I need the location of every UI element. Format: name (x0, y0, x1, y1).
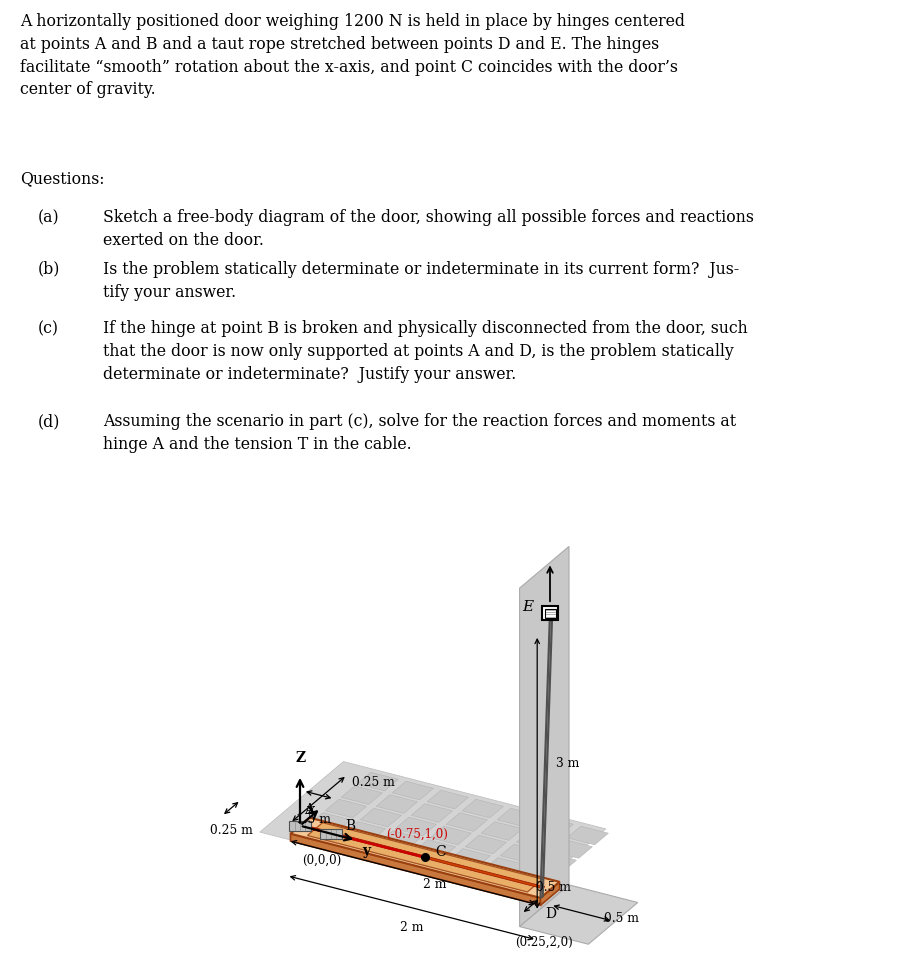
Polygon shape (329, 836, 369, 854)
Text: (0,0,0): (0,0,0) (302, 854, 341, 867)
Bar (289, 820, 311, 831)
Polygon shape (341, 786, 383, 804)
Polygon shape (449, 849, 490, 867)
Text: E: E (522, 600, 533, 614)
Polygon shape (364, 844, 404, 862)
Polygon shape (399, 853, 439, 872)
Text: (d): (d) (38, 413, 60, 430)
Text: 0.25 m: 0.25 m (352, 776, 395, 790)
Text: Sketch a free-body diagram of the door, showing all possible forces and reaction: Sketch a free-body diagram of the door, … (103, 209, 754, 249)
Polygon shape (414, 839, 455, 858)
Polygon shape (307, 823, 542, 892)
Text: C: C (435, 845, 445, 859)
Polygon shape (434, 862, 474, 880)
Text: 3 m: 3 m (556, 757, 579, 770)
Polygon shape (290, 834, 541, 905)
Text: (c): (c) (38, 320, 58, 337)
Polygon shape (520, 885, 638, 945)
Polygon shape (504, 880, 544, 899)
Polygon shape (427, 791, 469, 809)
Polygon shape (309, 813, 350, 832)
Text: (-0.75,1,0): (-0.75,1,0) (386, 828, 448, 841)
Polygon shape (379, 831, 420, 849)
Polygon shape (462, 799, 504, 817)
Bar (321, 829, 342, 838)
Polygon shape (305, 826, 545, 889)
Polygon shape (294, 826, 335, 845)
Polygon shape (484, 858, 525, 877)
Polygon shape (535, 853, 577, 872)
Polygon shape (500, 844, 541, 862)
Polygon shape (533, 817, 573, 836)
Text: Z: Z (296, 751, 306, 765)
Polygon shape (290, 817, 559, 898)
Polygon shape (516, 831, 558, 849)
Text: A horizontally positioned door weighing 1200 N is held in place by hinges center: A horizontally positioned door weighing … (20, 13, 685, 98)
Polygon shape (568, 826, 608, 845)
Text: 2 m: 2 m (423, 879, 446, 891)
Polygon shape (469, 871, 509, 890)
Polygon shape (519, 866, 560, 885)
Text: 2 m: 2 m (400, 922, 424, 934)
Text: 1.5 m: 1.5 m (296, 813, 331, 826)
Polygon shape (551, 839, 593, 858)
Text: (b): (b) (38, 261, 60, 277)
Polygon shape (465, 836, 506, 854)
Text: (a): (a) (38, 209, 59, 226)
Polygon shape (497, 808, 538, 827)
Text: 0.5 m: 0.5 m (604, 912, 639, 924)
Bar (542, 606, 558, 620)
Polygon shape (357, 772, 399, 791)
Text: B: B (345, 818, 356, 833)
Polygon shape (430, 826, 471, 845)
Polygon shape (344, 822, 385, 840)
Polygon shape (395, 817, 436, 836)
Polygon shape (260, 762, 606, 900)
Polygon shape (360, 808, 401, 827)
Text: 0.25 m: 0.25 m (210, 824, 252, 836)
Text: (0.25,2,0): (0.25,2,0) (515, 936, 574, 949)
Polygon shape (481, 822, 523, 840)
Text: Assuming the scenario in part (c), solve for the reaction forces and moments at
: Assuming the scenario in part (c), solve… (103, 413, 736, 453)
Text: A: A (304, 803, 314, 816)
Text: 0.5 m: 0.5 m (535, 881, 570, 894)
Bar (544, 609, 556, 618)
Text: Is the problem statically determinate or indeterminate in its current form?  Jus: Is the problem statically determinate or… (103, 261, 740, 300)
Text: If the hinge at point B is broken and physically disconnected from the door, suc: If the hinge at point B is broken and ph… (103, 320, 748, 382)
Text: D: D (545, 907, 557, 921)
Polygon shape (325, 799, 366, 817)
Polygon shape (376, 794, 418, 814)
Polygon shape (392, 781, 434, 800)
Polygon shape (520, 547, 569, 926)
Polygon shape (541, 881, 559, 905)
Text: Questions:: Questions: (20, 170, 104, 187)
Polygon shape (446, 813, 488, 832)
Polygon shape (411, 804, 453, 822)
Text: y: y (362, 844, 370, 858)
Text: x: x (307, 803, 315, 817)
